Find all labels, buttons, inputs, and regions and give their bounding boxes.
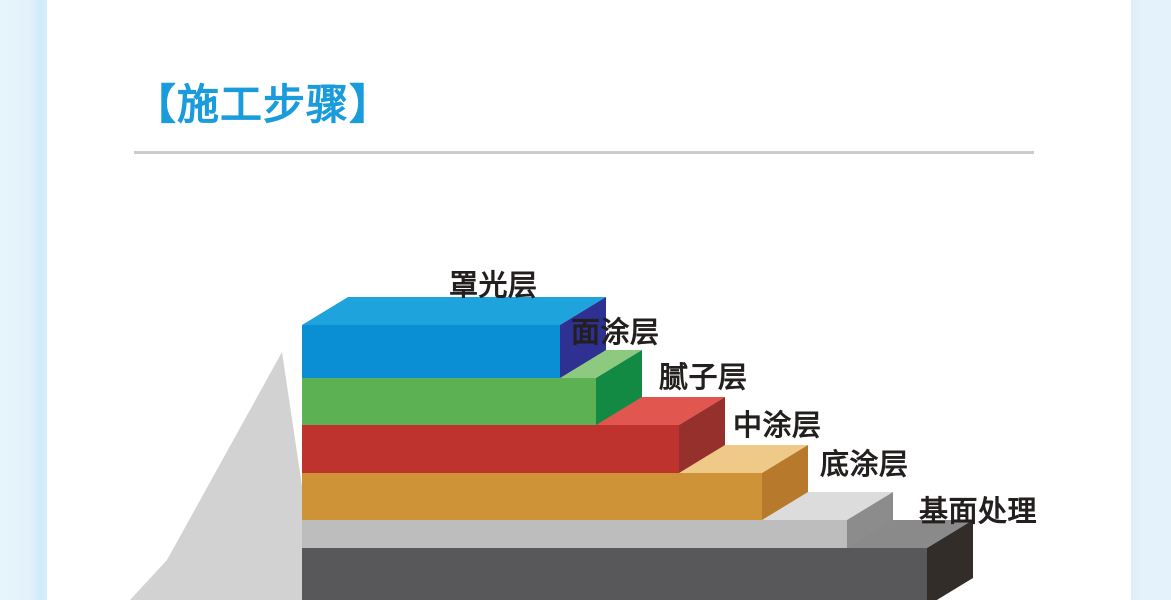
page-edge-left (0, 0, 47, 600)
label-layer-middle-coat: 中涂层 (733, 408, 822, 442)
label-layer-substrate: 基面处理 (919, 494, 1038, 528)
title-divider (134, 151, 1034, 154)
coating-layer-diagram (47, 0, 1131, 600)
slide-canvas: 【施工步骤】 (47, 0, 1131, 600)
label-layer-primer: 底涂层 (820, 447, 909, 481)
pointer-wedge-shape (130, 352, 319, 600)
label-layer-finish-coat: 面涂层 (571, 315, 660, 349)
page-title: 【施工步骤】 (134, 80, 393, 129)
layer-top-coat-clear-shape (302, 297, 606, 378)
label-layer-putty: 腻子层 (659, 360, 748, 394)
page-edge-right (1131, 0, 1171, 600)
label-layer-top-coat-clear: 罩光层 (449, 268, 538, 302)
